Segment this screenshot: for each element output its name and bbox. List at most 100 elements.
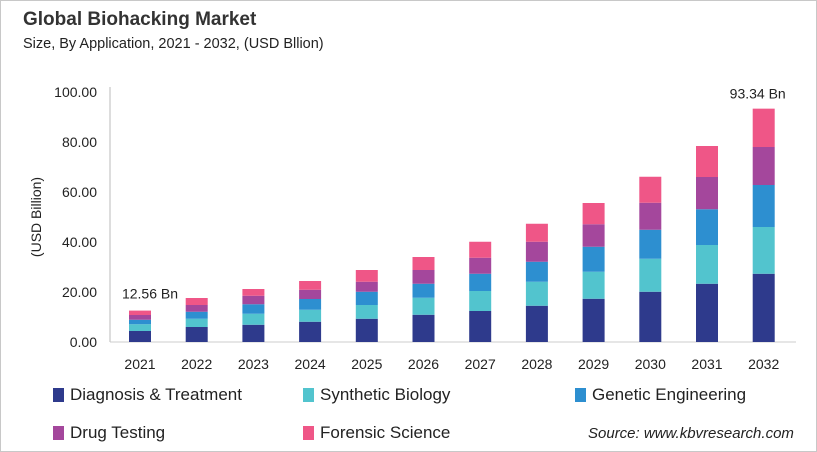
data-label: 93.34 Bn (730, 86, 786, 102)
legend-label: Synthetic Biology (320, 385, 451, 404)
bar-segment (469, 257, 492, 274)
data-label: 12.56 Bn (122, 286, 178, 302)
bar-segment (525, 281, 548, 306)
x-tick-label: 2025 (351, 356, 382, 372)
bar-segment (752, 227, 775, 274)
bar-segment (525, 241, 548, 262)
bar-segment (412, 257, 435, 270)
bar-segment (129, 315, 151, 320)
bar-segment (469, 291, 492, 311)
bar-segment (242, 324, 265, 342)
bar-segment (696, 245, 718, 284)
bar-segment (752, 147, 775, 185)
y-tick-label: 20.00 (62, 284, 97, 300)
bar-segment (525, 305, 548, 342)
bar-segment (185, 318, 208, 327)
legend-swatch (575, 388, 586, 402)
y-tick-label: 100.00 (54, 84, 97, 100)
y-tick-label: 60.00 (62, 184, 97, 200)
bar-segment (752, 185, 775, 227)
x-tick-label: 2029 (578, 356, 609, 372)
bar-segment (469, 311, 492, 342)
x-tick-label: 2032 (748, 356, 779, 372)
bar-segment (185, 327, 208, 342)
x-tick-label: 2030 (635, 356, 666, 372)
bar-segment (582, 203, 605, 225)
bar-segment (299, 281, 322, 290)
x-tick-label: 2031 (691, 356, 722, 372)
legend-swatch (53, 388, 64, 402)
bar-segment (412, 270, 435, 284)
legend-item: Genetic Engineering (575, 385, 746, 405)
bar-segment (129, 331, 151, 342)
legend-item: Synthetic Biology (303, 385, 450, 405)
x-tick-label: 2027 (465, 356, 496, 372)
bar-segment (355, 318, 378, 342)
bar-segment (412, 297, 435, 315)
bar-segment (355, 291, 378, 305)
bar-segment (582, 271, 605, 299)
bar-segment (242, 289, 265, 296)
x-tick-label: 2022 (181, 356, 212, 372)
y-tick-label: 0.00 (70, 334, 97, 350)
bar-segment (696, 283, 718, 342)
x-tick-label: 2026 (408, 356, 439, 372)
x-tick-label: 2024 (295, 356, 326, 372)
bar-segment (299, 299, 322, 310)
bar-segment (639, 258, 662, 292)
bar-segment (299, 309, 322, 322)
bar-segment (242, 295, 265, 305)
bar-segment (469, 241, 492, 258)
bar-segment (582, 298, 605, 342)
legend-item: Diagnosis & Treatment (53, 385, 242, 405)
bar-segment (639, 291, 662, 342)
bar-segment (525, 261, 548, 282)
x-tick-label: 2028 (521, 356, 552, 372)
bar-segment (582, 246, 605, 272)
chart-subtitle: Size, By Application, 2021 - 2032, (USD … (23, 36, 324, 52)
bar-segment (696, 209, 718, 245)
legend-label: Genetic Engineering (592, 385, 747, 404)
legend-label: Drug Testing (70, 423, 166, 442)
bar-segment (752, 273, 775, 342)
bar-segment (696, 177, 718, 210)
bar-segment (129, 319, 151, 325)
y-tick-label: 80.00 (62, 134, 97, 150)
bar-segment (355, 270, 378, 282)
legend-swatch (303, 388, 314, 402)
bar-segment (696, 146, 718, 177)
bar-segment (185, 311, 208, 319)
bar-segment (355, 281, 378, 292)
bar-segment (525, 223, 548, 242)
bar-segment (639, 202, 662, 230)
bar-segment (242, 304, 265, 314)
bar-segment (639, 176, 662, 203)
bar-segment (355, 305, 378, 319)
bar-segment (129, 324, 151, 331)
source-note: Source: www.kbvresearch.com (588, 425, 794, 442)
legend-item: Forensic Science (303, 423, 450, 443)
x-tick-label: 2023 (238, 356, 269, 372)
legend-swatch (303, 426, 314, 440)
legend-label: Forensic Science (320, 423, 451, 442)
bar-segment (185, 305, 208, 312)
chart-title: Global Biohacking Market (23, 9, 257, 30)
y-tick-label: 40.00 (62, 234, 97, 250)
bar-segment (469, 273, 492, 291)
bar-segment (129, 310, 151, 315)
legend-swatch (53, 426, 64, 440)
x-tick-label: 2021 (124, 356, 155, 372)
bar-segment (639, 229, 662, 259)
legend-item: Drug Testing (53, 423, 165, 443)
bar-segment (299, 289, 322, 299)
y-axis-label: (USD Billion) (28, 177, 44, 257)
bar-segment (299, 321, 322, 342)
bar-segment (185, 298, 208, 305)
bar-segment (242, 313, 265, 325)
bar-segment (412, 283, 435, 298)
bar-chart: 0.00 20.00 40.00 60.00 80.00 100.00 (USD Billi… (28, 84, 796, 372)
bar-segment (582, 224, 605, 247)
legend-label: Diagnosis & Treatment (70, 385, 242, 404)
bar-segment (752, 108, 775, 147)
